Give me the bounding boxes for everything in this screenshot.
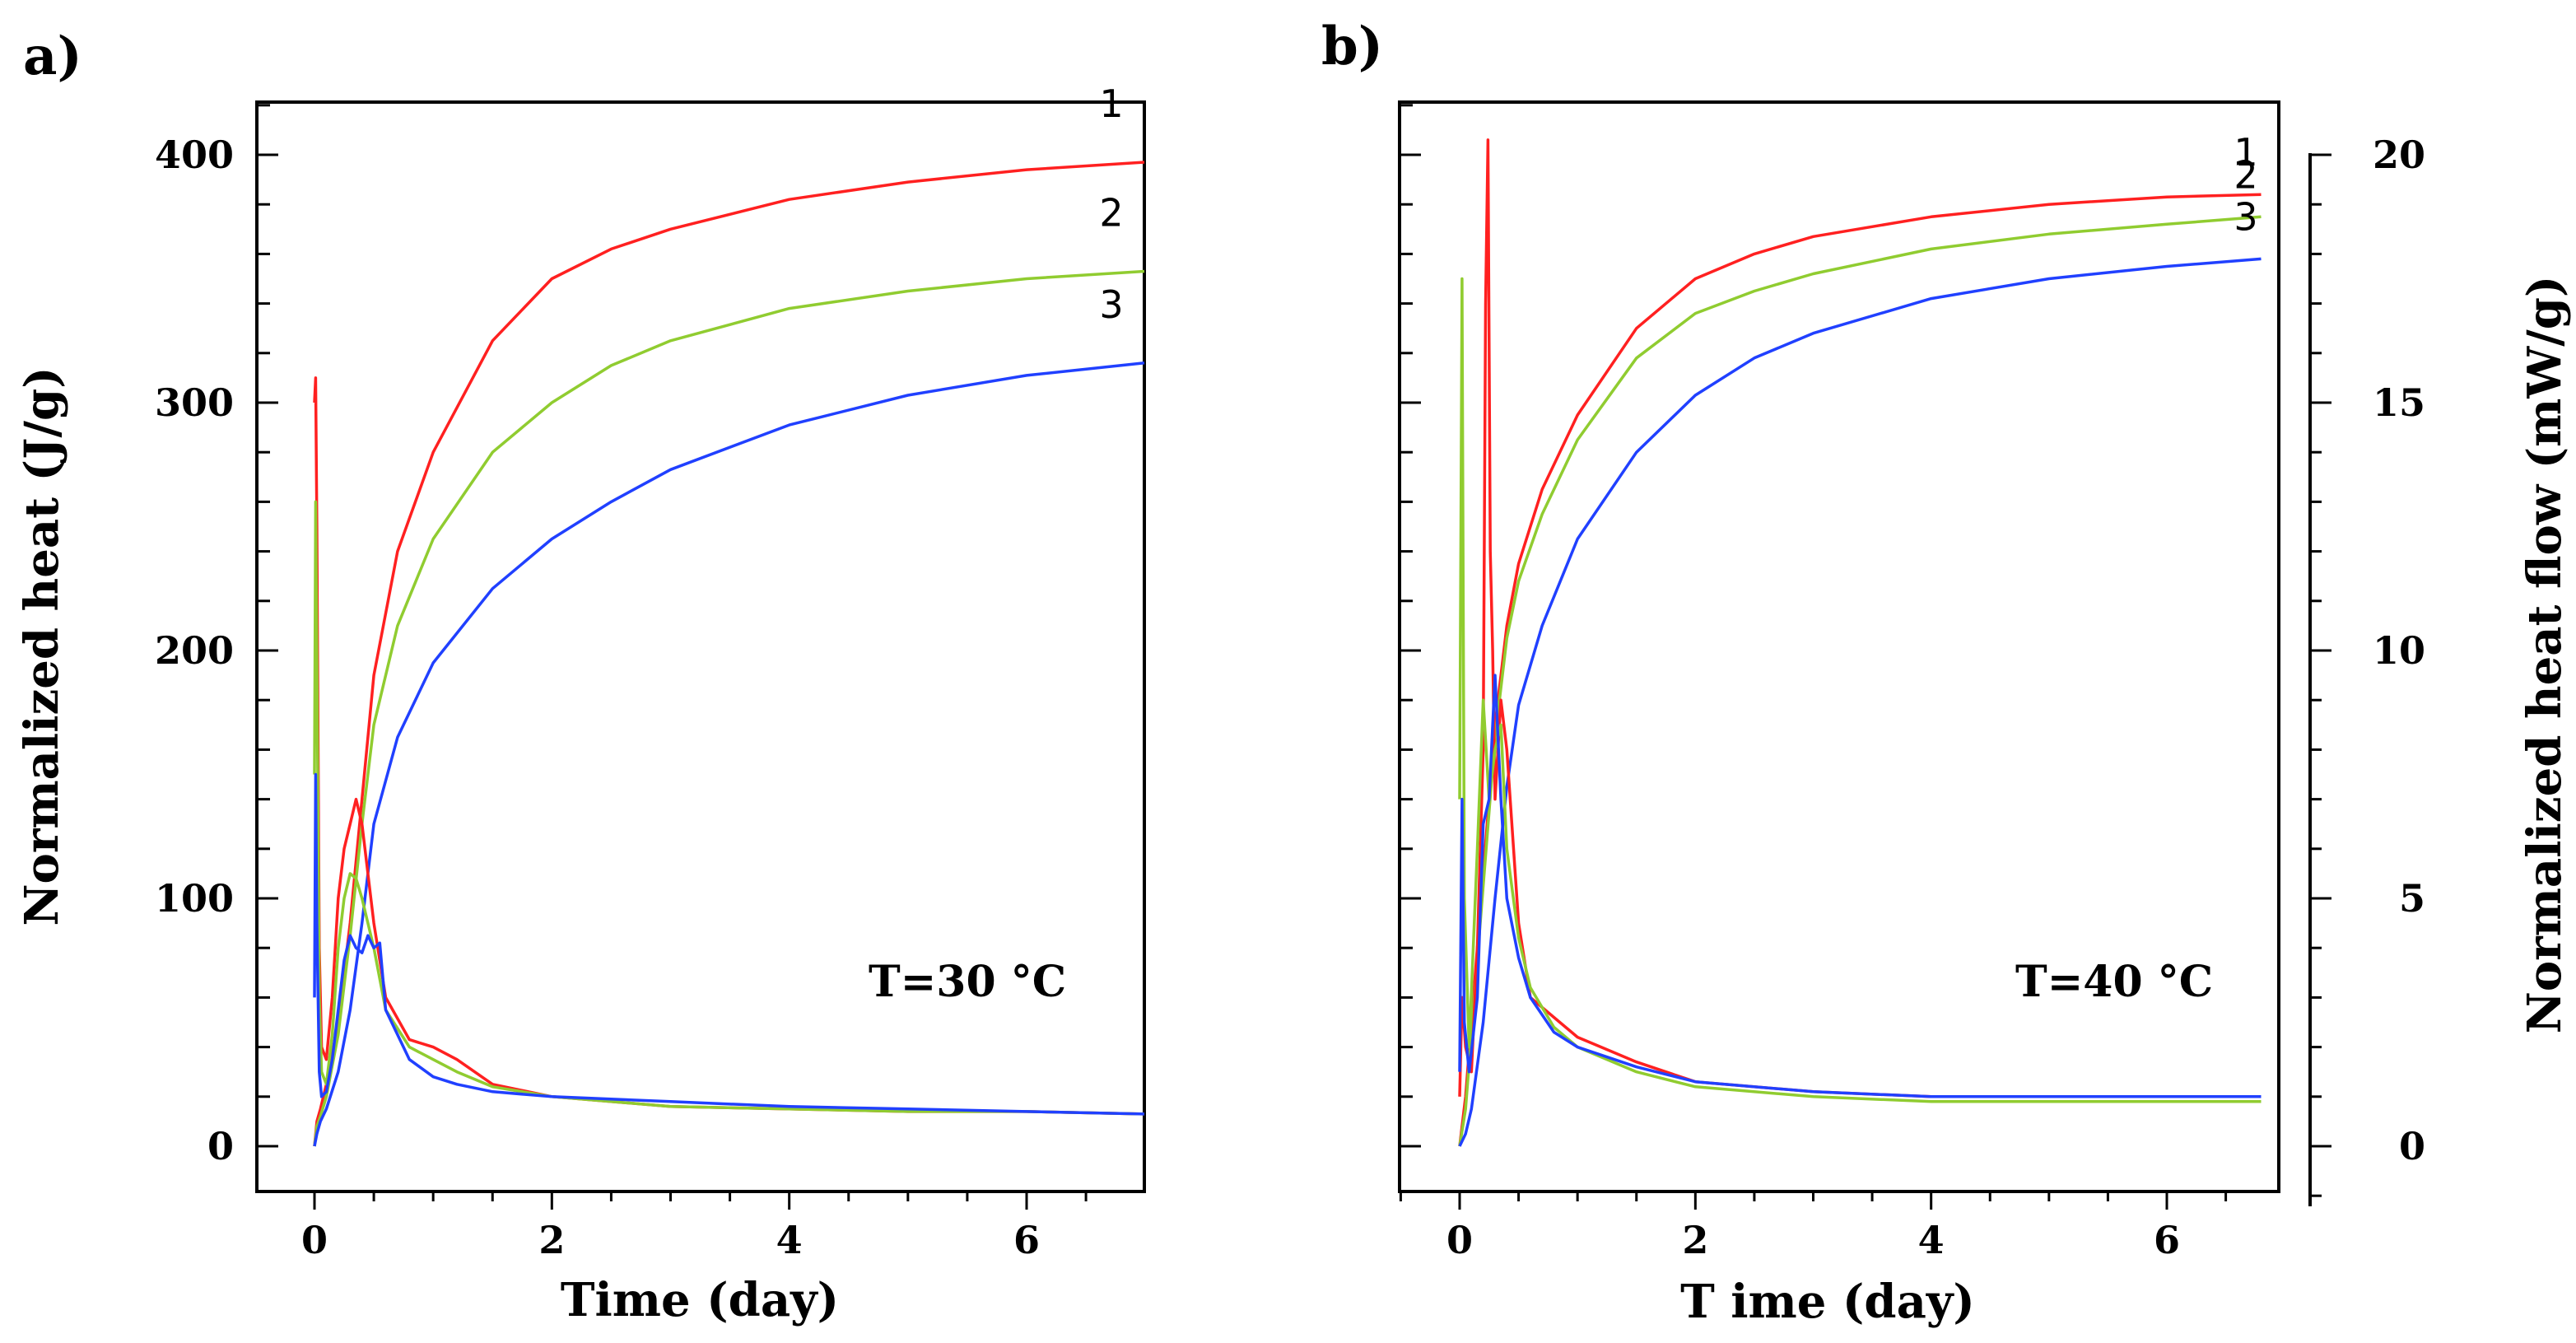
y-tick-label-a: 300 [155,380,234,425]
series-3-heat-flow-b [1458,674,2262,1098]
curve-number-label-b: 1 [2234,130,2257,175]
series-3-heat-flow-a [313,772,1145,1116]
y2-tick-label-b: 0 [2399,1124,2425,1168]
y2-tick-label-b: 15 [2373,380,2425,425]
curve-number-label-a: 3 [1099,282,1123,327]
series-3-heat-a [313,361,1145,1147]
x-tick-label-b: 6 [2154,1218,2180,1262]
x-tick-label-a: 0 [301,1218,328,1262]
y-tick-label-a: 100 [155,876,234,921]
series-3-heat-b [1458,257,2262,1147]
series-2-heat-a [313,269,1145,1147]
y2-axis-title-b: Normalized heat flow (mW/g) [2518,276,2572,1034]
chart-panel-a: 0 2 4 6 0 100 200 300 400 1 2 3 Time (day) Normali… [15,82,1146,1327]
x-tick-label-b: 4 [1918,1218,1945,1262]
temperature-annotation-b: T=40 °C [2015,957,2213,1007]
x-tick-label-a: 2 [538,1218,565,1262]
curve-number-label-a: 2 [1099,190,1123,235]
x-tick-label-a: 4 [776,1218,803,1262]
x-tick-label-b: 2 [1682,1218,1708,1262]
x-axis-title-b: T ime (day) [1680,1275,1975,1329]
plot-frame-a [255,100,1146,1193]
y-tick-label-a: 0 [207,1124,234,1168]
x-axis-title-a: Time (day) [561,1273,839,1327]
plot-frame-b [1398,100,2280,1193]
y-tick-label-a: 400 [155,133,234,177]
y-axis-title-a: Normalized heat (J/g) [15,366,69,926]
temperature-annotation-a: T=30 °C [869,957,1066,1007]
x-tick-label-a: 6 [1013,1218,1040,1262]
y2-tick-label-b: 10 [2373,628,2425,673]
y-tick-label-a: 200 [155,628,234,673]
curve-number-label-b: 2 [2234,152,2257,197]
panel-label-a: a) [23,26,82,87]
panel-label-b: b) [1321,16,1383,77]
y2-tick-label-b: 20 [2373,133,2425,177]
series-2-heat-flow-a [313,500,1145,1116]
curve-number-label-a: 1 [1099,82,1123,126]
x-tick-label-b: 0 [1446,1218,1473,1262]
series-2-heat-flow-b [1458,277,2262,1103]
series-1-heat-a [313,161,1145,1147]
series-1-heat-flow-b [1458,138,2262,1098]
y2-tick-label-b: 5 [2399,876,2425,921]
curve-number-label-b: 3 [2234,194,2257,239]
